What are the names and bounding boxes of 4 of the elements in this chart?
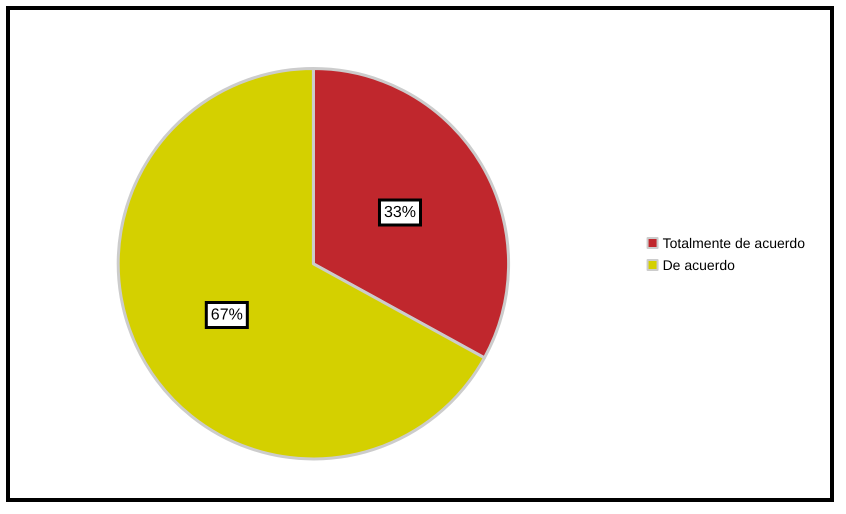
legend-label: De acuerdo: [662, 257, 736, 273]
data-label: 33%: [384, 204, 416, 222]
data-label: 67%: [210, 306, 243, 324]
legend-label: Totalmente de acuerdo: [662, 235, 806, 251]
